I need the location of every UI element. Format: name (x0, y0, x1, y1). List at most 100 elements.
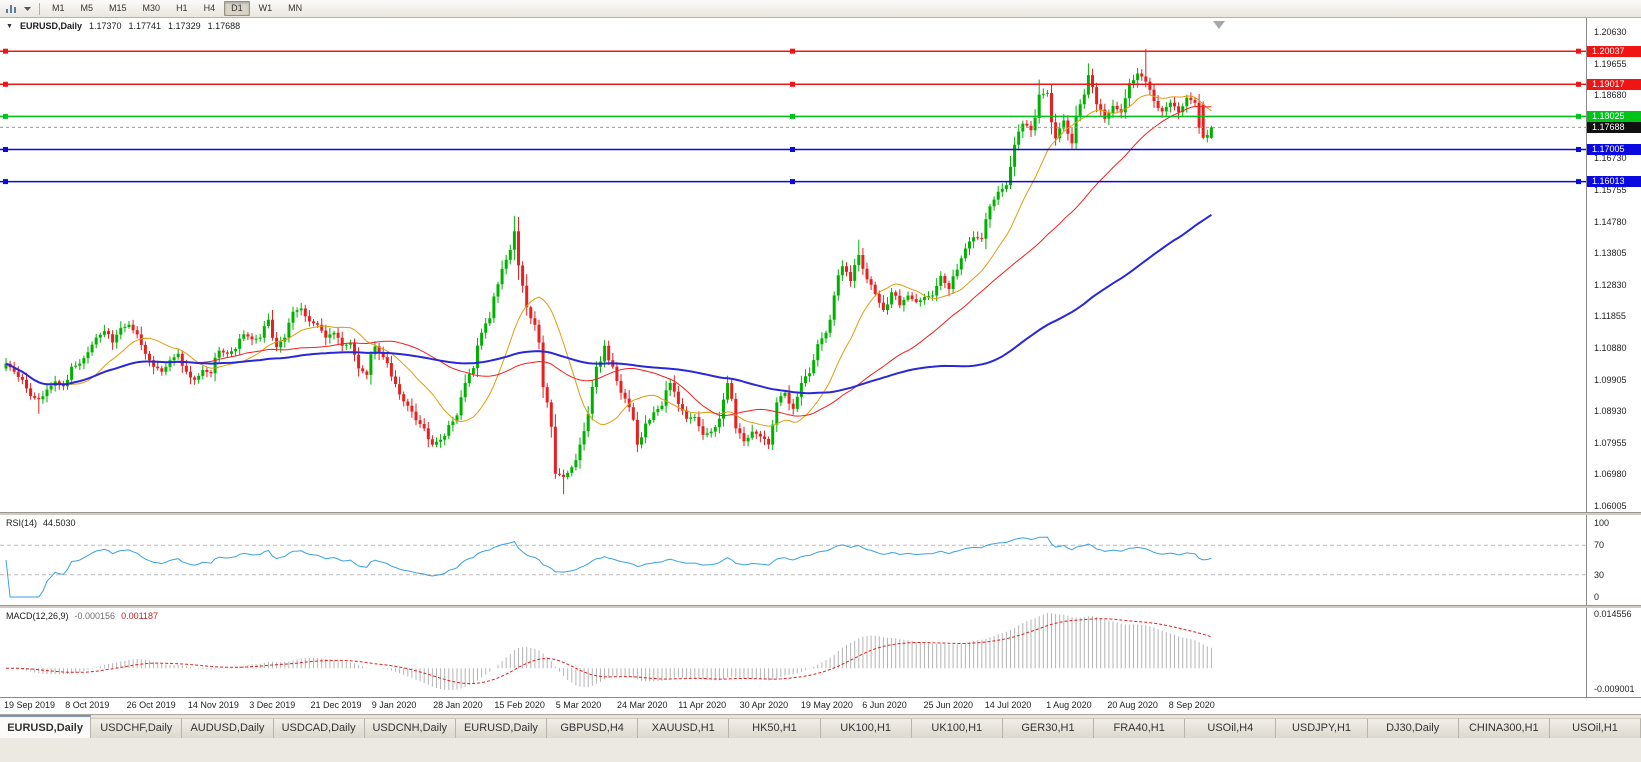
chart-tab-usdcnh-daily[interactable]: USDCNH,Daily (364, 718, 456, 738)
date-tick-label: 30 Apr 2020 (739, 700, 789, 710)
price-line-tag: 1.20037 (1587, 45, 1641, 57)
chart-tab-eurusd-daily[interactable]: EURUSD,Daily (455, 718, 548, 738)
timeframe-button-h4[interactable]: H4 (203, 3, 216, 13)
price-tick-label: 1.18680 (1594, 90, 1627, 101)
macd-svg (6, 613, 1212, 690)
status-area (0, 738, 1641, 762)
macd-tick-label: 0.014556 (1594, 609, 1632, 619)
timeframe-button-m5[interactable]: M5 (80, 3, 94, 13)
price-tick-label: 1.20630 (1594, 27, 1627, 37)
chart-tab-gbpusd-h4[interactable]: GBPUSD,H4 (547, 718, 639, 738)
date-tick-label: 5 Mar 2020 (555, 700, 602, 710)
price-tick-label: 1.08930 (1594, 406, 1627, 417)
horizontal-line[interactable] (0, 113, 1586, 119)
rsi-name: RSI(14) (6, 518, 38, 528)
rsi-tick-label: 30 (1594, 569, 1605, 580)
line-handle[interactable] (1576, 113, 1581, 119)
date-tick-label: 19 Sep 2019 (4, 700, 56, 710)
line-handle[interactable] (790, 48, 795, 54)
price-line-tag: 1.16013 (1587, 176, 1641, 188)
chart-tab-china300-h1[interactable]: CHINA300,H1 (1458, 718, 1550, 738)
macd-name: MACD(12,26,9) (6, 611, 69, 621)
timeframe-button-mn[interactable]: MN (288, 3, 303, 13)
price-tick-label: 1.12830 (1594, 279, 1627, 290)
line-handle[interactable] (790, 147, 795, 152)
horizontal-line[interactable] (0, 81, 1586, 87)
line-handle[interactable] (1576, 147, 1581, 152)
rsi-panel: 100 70 30 0 RSI(14) 44.5030 (0, 515, 1641, 605)
chart-tab-usoil-h4[interactable]: USOil,H4 (1185, 718, 1277, 738)
horizontal-line[interactable] (0, 147, 1586, 152)
timeframe-button-d1[interactable]: D1 (224, 1, 250, 16)
date-tick-label: 6 Jun 2020 (862, 700, 907, 710)
chart-shift-marker[interactable] (1213, 21, 1225, 29)
rsi-plot[interactable] (0, 515, 1586, 605)
timeframe-button-m30[interactable]: M30 (142, 3, 161, 13)
rsi-svg (0, 536, 1586, 598)
chart-type-icon[interactable] (3, 2, 19, 16)
price-axis[interactable]: 1.206301.196551.186801.177051.167301.157… (1586, 18, 1641, 512)
price-tick-label: 1.11855 (1594, 311, 1626, 322)
rsi-tick-label: 100 (1594, 518, 1610, 528)
date-tick-label: 11 Apr 2020 (678, 700, 727, 710)
chart-tab-usdchf-daily[interactable]: USDCHF,Daily (91, 718, 183, 738)
ohlc-close: 1.17688 (207, 21, 241, 31)
macd-plot[interactable] (0, 608, 1586, 697)
price-tick-label: 1.13805 (1594, 248, 1627, 259)
chart-tab-xauusd-h1[interactable]: XAUUSD,H1 (638, 718, 730, 738)
timeframe-toolbar: M1 M5 M15 M30 H1 H4 D1 W1 MN (0, 0, 1641, 18)
chart-tab-usdcad-daily[interactable]: USDCAD,Daily (273, 718, 365, 738)
macd-axis[interactable]: 0.014556 -0.009001 (1586, 608, 1641, 697)
price-chart-plot[interactable] (0, 18, 1586, 512)
ohlc-high: 1.17741 (128, 21, 162, 31)
line-handle[interactable] (790, 179, 795, 185)
rsi-tick-label: 70 (1594, 540, 1605, 551)
horizontal-line[interactable] (0, 48, 1586, 54)
time-axis[interactable]: 19 Sep 2019 8 Oct 2019 26 Oct 2019 14 Nov 2… (0, 697, 1641, 714)
macd-panel: 0.014556 -0.009001 MACD(12,26,9) -0.00015… (0, 608, 1641, 697)
line-handle[interactable] (3, 179, 8, 185)
date-tick-label: 3 Dec 2019 (249, 700, 296, 710)
chart-context-icon[interactable]: ▼ (6, 22, 13, 30)
line-handle[interactable] (1576, 48, 1581, 54)
chart-tab-hk50-h1[interactable]: HK50,H1 (729, 718, 821, 738)
line-handle[interactable] (1576, 81, 1581, 87)
line-handle[interactable] (3, 81, 8, 87)
timeframe-button-w1[interactable]: W1 (258, 3, 273, 13)
chart-tab-uk100-h1[interactable]: UK100,H1 (820, 718, 912, 738)
chart-list-dropdown-icon[interactable] (19, 2, 35, 16)
line-handle[interactable] (1576, 179, 1581, 185)
chart-tab-usdjpy-h1[interactable]: USDJPY,H1 (1276, 718, 1368, 738)
line-handle[interactable] (3, 113, 8, 119)
timeframe-button-m1[interactable]: M1 (52, 3, 65, 13)
timeframe-button-h1[interactable]: H1 (176, 3, 188, 13)
ma-fast-orange (5, 94, 1212, 427)
price-line-tag: 1.17005 (1587, 143, 1641, 155)
chart-title: ▼ EURUSD,Daily 1.17370 1.17741 1.17329 1… (6, 21, 240, 31)
rsi-axis[interactable]: 100 70 30 0 (1586, 515, 1641, 605)
panel-splitter[interactable] (0, 512, 1641, 515)
chart-tab-usoil-h1[interactable]: USOil,H1 (1549, 718, 1641, 738)
chart-tab-fra40-h1[interactable]: FRA40,H1 (1094, 718, 1186, 738)
price-tick-label: 1.06980 (1594, 469, 1627, 480)
ohlc-open: 1.17370 (88, 21, 122, 31)
rsi-value: 44.5030 (43, 518, 76, 528)
line-handle[interactable] (790, 81, 795, 87)
horizontal-line[interactable] (0, 179, 1586, 185)
ma-medium-red (5, 105, 1212, 417)
line-handle[interactable] (3, 147, 8, 152)
line-handle[interactable] (790, 113, 795, 119)
date-tick-label: 26 Oct 2019 (126, 700, 176, 710)
price-tick-label: 1.07955 (1594, 437, 1627, 448)
chart-tab-eurusd-daily[interactable]: EURUSD,Daily (0, 715, 92, 738)
panel-splitter[interactable] (0, 605, 1641, 608)
toolbar-separator (39, 2, 40, 15)
chart-tab-dj30-daily[interactable]: DJ30,Daily (1367, 718, 1459, 738)
timeframe-button-m15[interactable]: M15 (109, 3, 127, 13)
chart-tab-ger30-h1[interactable]: GER30,H1 (1002, 718, 1095, 738)
chart-tab-audusd-daily[interactable]: AUDUSD,Daily (182, 718, 274, 738)
chart-tabbar: EURUSD,Daily USDCHF,Daily AUDUSD,Daily USDC… (0, 714, 1641, 738)
line-handle[interactable] (3, 48, 8, 54)
rsi-tick-label: 0 (1594, 592, 1600, 602)
chart-tab-uk100-h1[interactable]: UK100,H1 (911, 718, 1003, 738)
